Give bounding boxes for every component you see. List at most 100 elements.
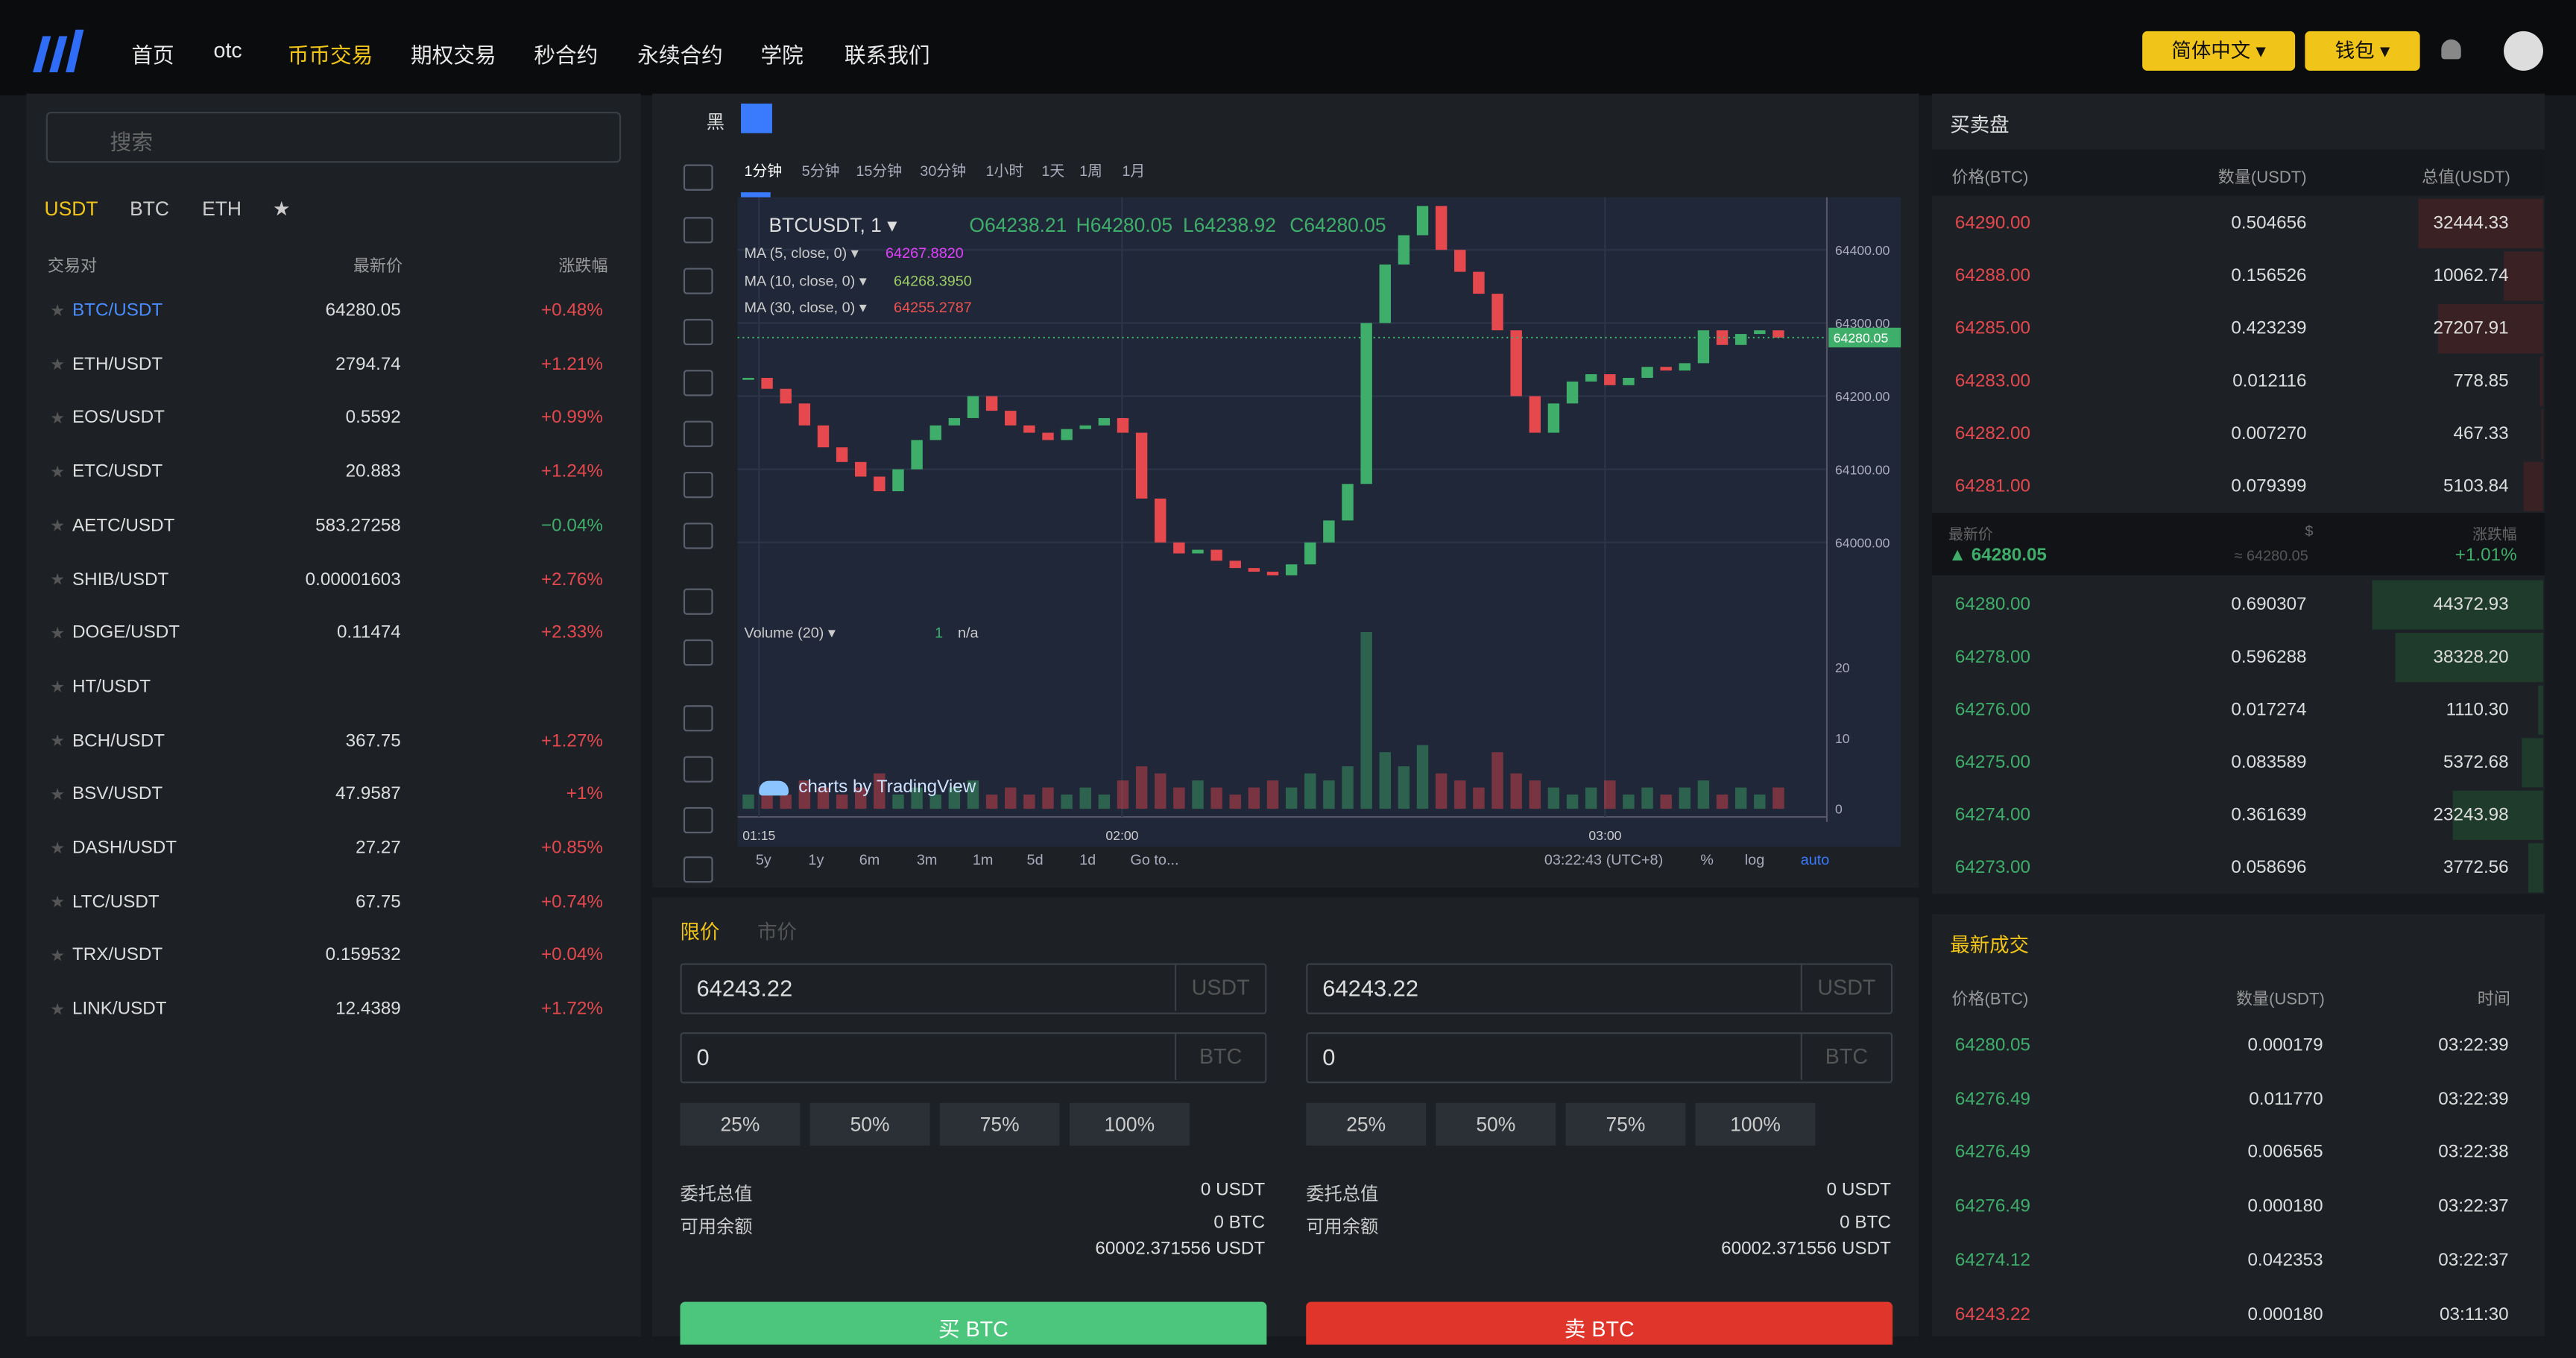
bell[interactable] [2441, 39, 2461, 60]
pair[interactable]: BCH/USDT [72, 730, 165, 751]
watermark-icon [759, 780, 789, 796]
range[interactable]: 5d [1026, 851, 1044, 868]
range[interactable]: 5y [755, 851, 771, 868]
nav-item[interactable]: 期权交易 [411, 42, 496, 68]
tool-icon[interactable] [683, 318, 713, 346]
nav-item[interactable]: 币币交易 [287, 42, 373, 68]
price-tick-label: 64000.00 [1835, 535, 1890, 550]
range[interactable]: Go to... [1130, 851, 1179, 868]
percent-button[interactable]: 50% [809, 1102, 930, 1146]
interval[interactable]: 30分钟 [920, 162, 967, 180]
header-row [1932, 149, 2545, 196]
market-tab[interactable]: ETH [202, 197, 242, 221]
nav-item[interactable]: 联系我们 [844, 42, 930, 68]
tool-icon[interactable] [683, 268, 713, 294]
pair[interactable]: DOGE/USDT [72, 623, 180, 643]
percent-button[interactable]: 25% [1306, 1102, 1427, 1146]
interval[interactable]: 1周 [1079, 162, 1102, 180]
pair[interactable]: BSV/USDT [72, 784, 163, 805]
header: 数量(USDT) [2236, 991, 2325, 1010]
pair[interactable]: LTC/USDT [72, 891, 160, 912]
submit-button[interactable]: 买 BTC [680, 1301, 1267, 1345]
chart-option[interactable]: % [1700, 851, 1714, 868]
balance: 0 BTC [1213, 1213, 1266, 1234]
total: 0 USDT [1200, 1180, 1266, 1200]
interval[interactable]: 1月 [1122, 162, 1146, 180]
amount-input[interactable] [1306, 1032, 1893, 1084]
order-tab[interactable]: 市价 [757, 920, 798, 944]
pair[interactable]: BTC/USDT [72, 300, 163, 321]
amount-input[interactable] [680, 1032, 1267, 1084]
candle [1604, 374, 1616, 385]
percent-button[interactable]: 50% [1436, 1102, 1556, 1146]
interval[interactable]: 1小时 [985, 162, 1024, 180]
tool-icon[interactable] [683, 164, 713, 191]
theme-label[interactable]: 黑 [706, 113, 725, 133]
volume-bar [1210, 787, 1222, 809]
tool-icon[interactable] [683, 705, 713, 732]
price-input[interactable] [680, 963, 1267, 1014]
avatar[interactable] [2504, 31, 2543, 71]
book-total: 38328.20 [2433, 647, 2509, 668]
pair[interactable]: SHIB/USDT [72, 569, 169, 590]
tool-icon[interactable] [683, 856, 713, 883]
header: 最新价 [353, 258, 403, 277]
interval[interactable]: 5分钟 [801, 162, 840, 180]
interval[interactable]: 1天 [1041, 162, 1065, 180]
pair[interactable]: AETC/USDT [72, 516, 175, 536]
market-tab[interactable]: ★ [272, 197, 291, 221]
candle [1323, 520, 1335, 543]
price-input[interactable] [1306, 963, 1893, 1014]
interval[interactable]: 1分钟 [744, 162, 783, 180]
range[interactable]: 6m [859, 851, 880, 868]
pair[interactable]: DASH/USDT [72, 838, 177, 859]
nav-item[interactable]: otc [213, 37, 242, 63]
chart-option[interactable]: log [1744, 851, 1765, 868]
percent-button[interactable]: 25% [680, 1102, 801, 1146]
candle [1229, 560, 1241, 569]
pair[interactable]: LINK/USDT [72, 999, 167, 1020]
nav-item[interactable]: 永续合约 [637, 42, 723, 68]
percent-button[interactable]: 75% [1565, 1102, 1686, 1146]
percent-button[interactable]: 100% [1695, 1102, 1816, 1146]
language-button[interactable]: 简体中文 ▾ [2142, 31, 2296, 71]
pair[interactable]: ETC/USDT [72, 461, 163, 482]
tool-icon[interactable] [683, 639, 713, 666]
order-tab[interactable]: 限价 [680, 920, 720, 944]
nav-item[interactable]: 学院 [760, 42, 804, 68]
tool-icon[interactable] [683, 806, 713, 834]
range[interactable]: 1m [972, 851, 994, 868]
search-box[interactable] [45, 111, 622, 163]
pair[interactable]: TRX/USDT [72, 945, 163, 966]
wallet-button[interactable]: 钱包 ▾ [2305, 31, 2420, 71]
pair[interactable]: HT/USDT [72, 677, 151, 697]
percent-button[interactable]: 100% [1069, 1102, 1190, 1146]
tool-icon[interactable] [683, 522, 713, 549]
book-price: 64281.00 [1954, 476, 2031, 497]
pair[interactable]: EOS/USDT [72, 408, 165, 429]
tool-icon[interactable] [683, 756, 713, 783]
range[interactable]: 1y [808, 851, 824, 868]
nav-item[interactable]: 秒合约 [534, 42, 599, 68]
market-tab[interactable]: BTC [130, 197, 170, 221]
interval[interactable]: 15分钟 [856, 162, 903, 180]
submit-button[interactable]: 卖 BTC [1306, 1301, 1893, 1345]
theme-swatch[interactable] [741, 103, 772, 133]
nav-item[interactable]: 首页 [131, 42, 174, 68]
tool-icon[interactable] [683, 420, 713, 447]
logo[interactable] [30, 26, 86, 75]
market-tab[interactable]: USDT [44, 197, 98, 221]
chart-option[interactable]: auto [1800, 851, 1830, 868]
volume-bar [929, 795, 941, 809]
range[interactable]: 3m [916, 851, 938, 868]
tool-icon[interactable] [683, 217, 713, 244]
tool-icon[interactable] [683, 370, 713, 397]
range[interactable]: 1d [1079, 851, 1096, 868]
unit: BTC [1174, 1032, 1265, 1080]
tool-icon[interactable] [683, 471, 713, 499]
price: 0.5592 [345, 408, 401, 429]
tool-icon[interactable] [683, 588, 713, 615]
percent-button[interactable]: 75% [939, 1102, 1060, 1146]
pair[interactable]: ETH/USDT [72, 354, 163, 375]
book-total: 778.85 [2453, 371, 2509, 391]
